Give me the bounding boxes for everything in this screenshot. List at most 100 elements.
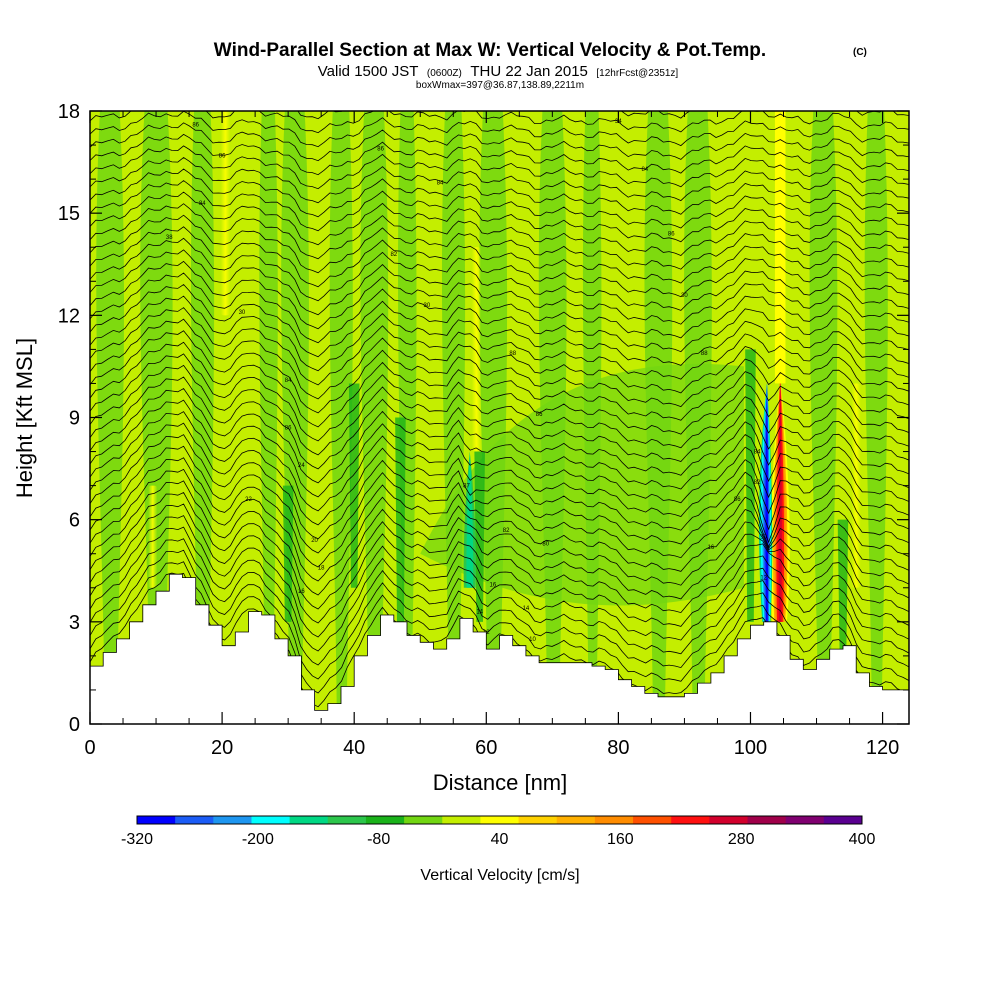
chart-title: Wind-Parallel Section at Max W: Vertical… xyxy=(214,40,766,61)
theta-label: 86 xyxy=(536,412,543,418)
colorbar-swatch xyxy=(213,816,252,824)
y-tick-label: 15 xyxy=(58,203,80,225)
downdraft-core xyxy=(466,451,474,588)
colorbar: -320 -200 -80 40 160 280 400 xyxy=(121,815,876,848)
theta-label: 82 xyxy=(503,528,510,534)
theta-contour xyxy=(90,237,909,302)
theta-contour xyxy=(90,411,909,512)
theta-contour xyxy=(90,341,909,428)
x-tick-label: 120 xyxy=(866,737,899,759)
downdraft-streak xyxy=(282,485,294,622)
theta-label: 84 xyxy=(199,201,206,207)
theta-contour xyxy=(90,203,909,260)
colorbar-swatch xyxy=(251,816,291,824)
theta-contour xyxy=(90,445,909,554)
terrain-mask xyxy=(90,573,909,724)
colorbar-swatch xyxy=(327,816,367,824)
colorbar-swatch xyxy=(671,816,710,824)
theta-label: 84 xyxy=(641,167,648,173)
theta-contour xyxy=(90,111,909,148)
theta-contour xyxy=(90,561,909,694)
updraft-band xyxy=(148,485,158,588)
y-tick-label: 18 xyxy=(58,101,80,123)
theta-contour xyxy=(90,168,909,218)
downdraft-streak xyxy=(348,383,360,588)
updraft-band xyxy=(851,383,861,588)
theta-label: 24 xyxy=(298,463,305,469)
theta-label: 16 xyxy=(298,589,305,595)
theta-contour xyxy=(90,376,909,470)
theta-label: 10 xyxy=(529,637,536,643)
theta-contour xyxy=(90,111,909,134)
theta-label: 14 xyxy=(523,606,530,612)
y-tick-label: 12 xyxy=(58,305,80,327)
axes: 0 20 40 60 80 100 120 0 3 6 9 12 15 18 xyxy=(58,101,909,759)
theta-label: 80 xyxy=(542,542,549,548)
colorbar-swatch xyxy=(785,816,825,824)
colorbar-label: Vertical Velocity [cm/s] xyxy=(420,867,579,884)
theta-contour xyxy=(90,538,909,666)
theta-contour xyxy=(90,526,909,652)
mid-level-downdraft-area xyxy=(420,363,744,606)
colorbar-swatch xyxy=(365,816,405,824)
colorbar-tick-label: -80 xyxy=(367,831,390,848)
theta-contour xyxy=(90,457,909,568)
x-axis-label: Distance [nm] xyxy=(433,770,568,795)
theta-label: 86 xyxy=(668,232,675,238)
forecast-info: [12hrFcst@2351z] xyxy=(596,68,678,79)
theta-contour xyxy=(90,434,909,540)
theta-label: 86 xyxy=(192,123,199,129)
theta-label: 16 xyxy=(708,545,715,551)
theta-label: 18 xyxy=(318,565,325,571)
colorbar-tick-label: 160 xyxy=(607,831,634,848)
theta-contour xyxy=(90,468,909,582)
theta-label: 16 xyxy=(490,582,497,588)
theta-contour xyxy=(90,399,909,498)
plot-area: 86 86 84 38 86 84 82 30 30 84 86 24 22 20 18 16 87 88 86 82… xyxy=(90,111,909,724)
colorbar-swatch xyxy=(823,816,863,824)
theta-label: 82 xyxy=(754,480,761,486)
theta-label: 30 xyxy=(424,303,431,309)
x-tick-label: 100 xyxy=(734,737,767,759)
colorbar-tick-label: 280 xyxy=(728,831,755,848)
y-tick-label: 9 xyxy=(69,408,80,430)
terrain xyxy=(90,573,909,724)
updraft-band xyxy=(471,247,482,452)
theta-label: 14 xyxy=(476,610,483,616)
theta-label: 30 xyxy=(239,310,246,316)
theta-label: 12 xyxy=(760,576,767,582)
theta-label: 86 xyxy=(285,426,292,432)
colorbar-frame xyxy=(136,815,863,825)
downdraft-weak-band xyxy=(190,111,215,724)
y-axis-label: Height [Kft MSL] xyxy=(12,338,37,498)
downdraft-streak xyxy=(395,417,406,639)
theta-label: 88 xyxy=(701,351,708,357)
x-tick-label: 80 xyxy=(607,737,629,759)
colorbar-tick-label: 400 xyxy=(849,831,876,848)
theta-label: 88 xyxy=(509,351,516,357)
theta-contour xyxy=(90,503,909,624)
theta-contour xyxy=(90,491,909,610)
updraft-band xyxy=(220,111,231,316)
theta-contour xyxy=(90,515,909,638)
theta-contour xyxy=(90,307,909,386)
x-tick-label: 0 xyxy=(84,737,95,759)
theta-label: 38 xyxy=(166,235,173,241)
theta-label: 86 xyxy=(219,153,226,159)
valid-utc: (0600Z) xyxy=(427,68,462,79)
theta-label: 87 xyxy=(463,484,470,490)
theta-contour xyxy=(90,157,909,204)
x-tick-label: 40 xyxy=(343,737,365,759)
colorbar-swatch xyxy=(289,816,329,824)
colorbar-swatch xyxy=(137,816,176,824)
colorbar-swatch xyxy=(175,816,214,824)
y-tick-label: 0 xyxy=(69,714,80,736)
colorbar-swatch xyxy=(556,816,596,824)
theta-label: 84 xyxy=(437,181,444,187)
theta-label: 82 xyxy=(390,252,397,258)
downdraft-weak-band xyxy=(329,111,353,724)
theta-contour xyxy=(90,387,909,484)
theta-contour xyxy=(90,145,909,190)
theta-contour xyxy=(90,191,909,246)
